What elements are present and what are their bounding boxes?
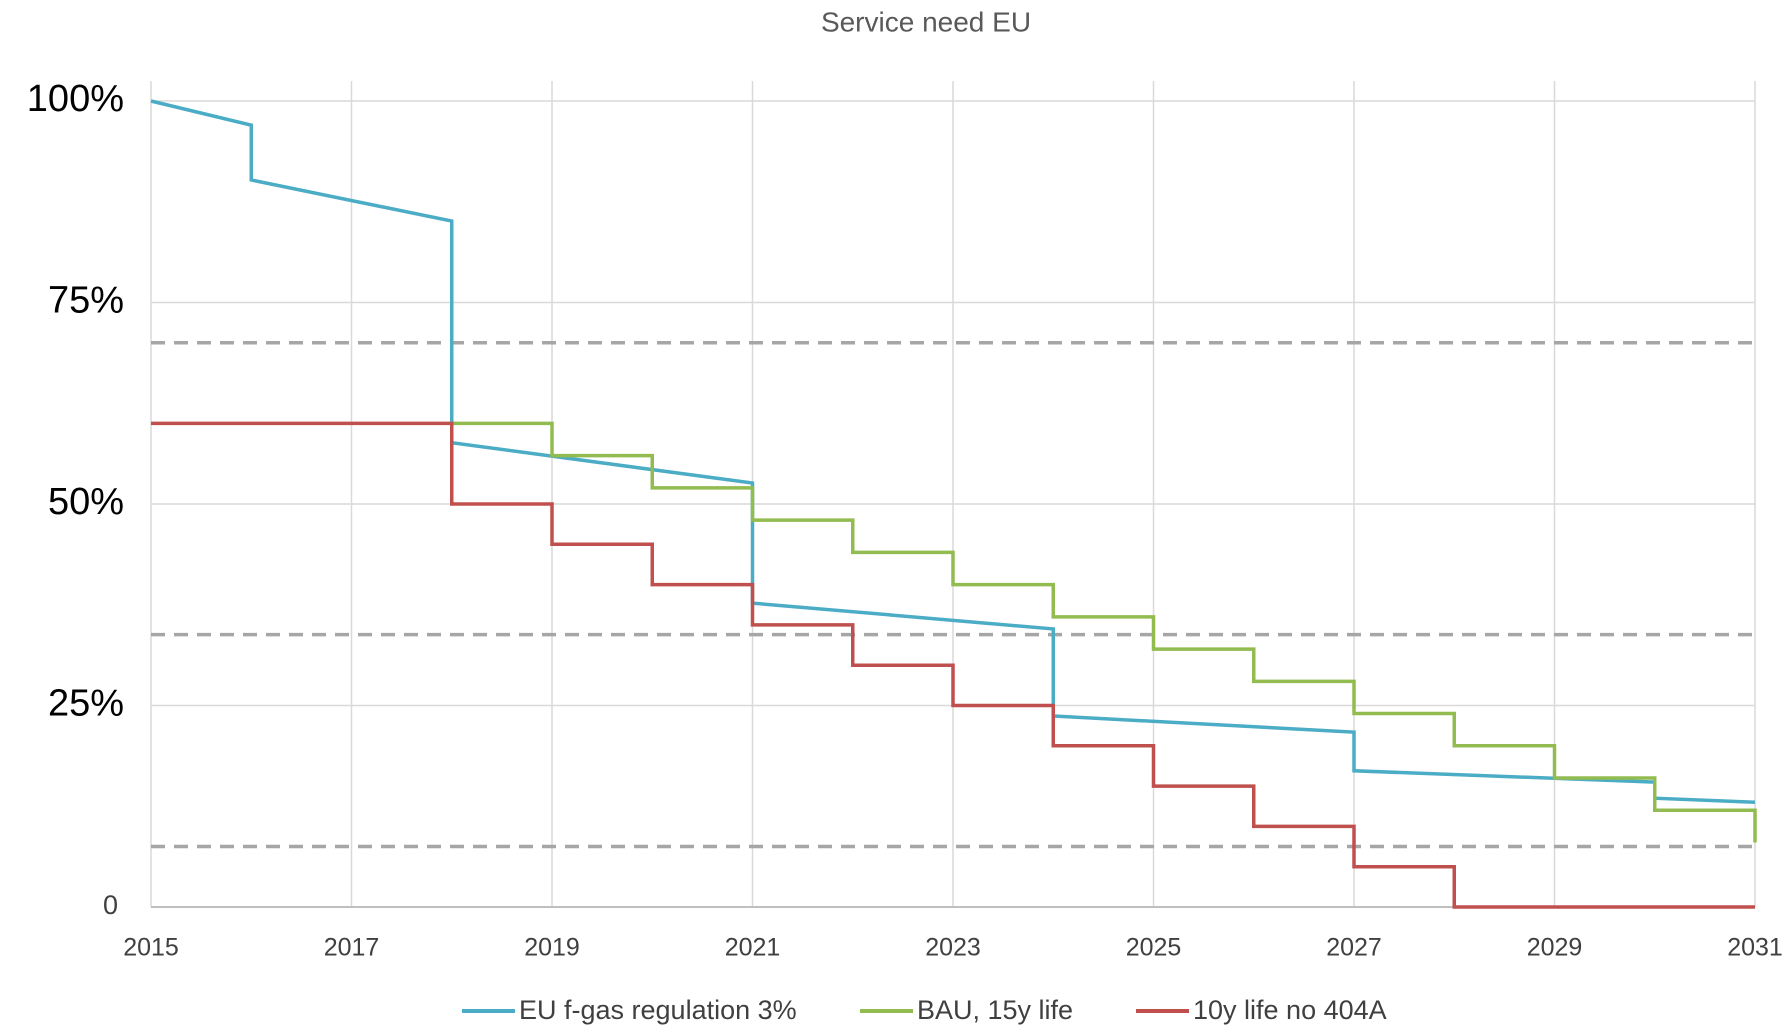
legend-label: 10y life no 404A [1193, 995, 1387, 1025]
x-tick-label: 2015 [123, 934, 179, 962]
series-line [451, 421, 1757, 843]
y-tick-label: 100% [27, 78, 124, 120]
x-tick-label: 2021 [725, 934, 781, 962]
y-tick-label: 25% [48, 683, 124, 725]
y-tick-label: 75% [48, 280, 124, 322]
chart-title: Service need EU [821, 6, 1031, 37]
series-line [151, 421, 1755, 909]
x-tick-label: 2027 [1326, 934, 1382, 962]
x-tick-label: 2017 [324, 934, 380, 962]
x-tick-label: 2031 [1727, 934, 1783, 962]
x-tick-label: 2023 [925, 934, 981, 962]
legend-label: EU f-gas regulation 3% [519, 995, 797, 1025]
x-tick-label: 2025 [1126, 934, 1182, 962]
y-tick-label: 50% [48, 481, 124, 523]
y-tick-label: 0 [103, 890, 118, 920]
x-tick-label: 2029 [1527, 934, 1583, 962]
legend-label: BAU, 15y life [917, 995, 1073, 1025]
series-line [150, 99, 1756, 804]
x-tick-label: 2019 [524, 934, 580, 962]
